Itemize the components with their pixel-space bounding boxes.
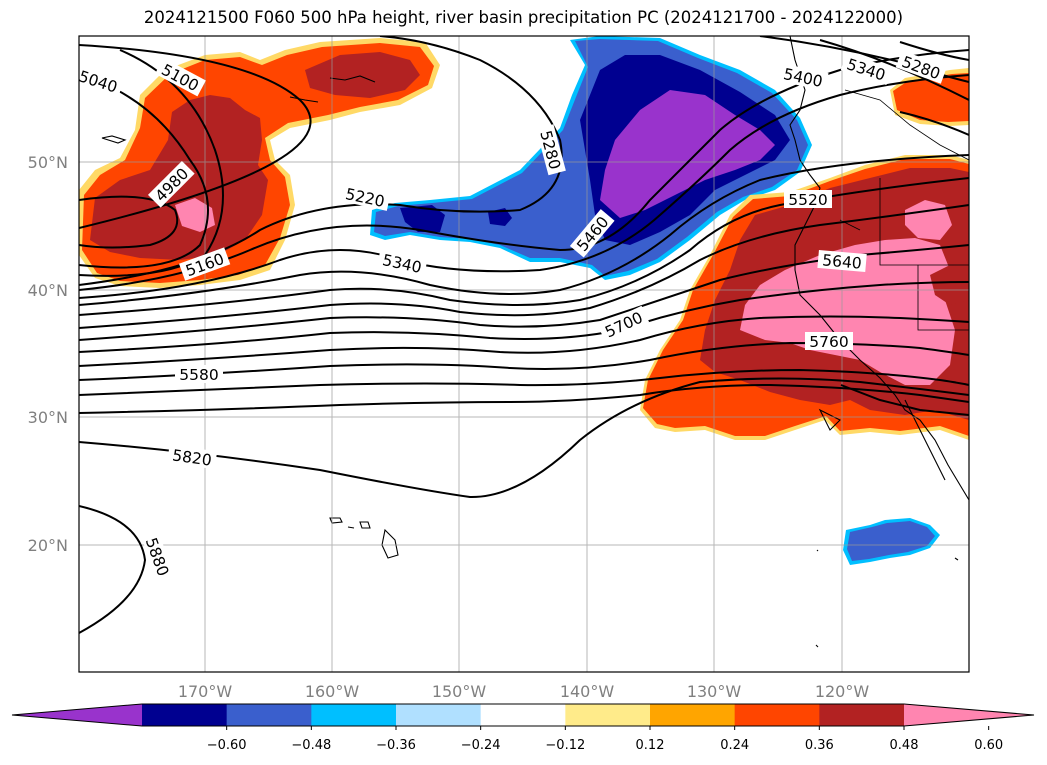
lon-label-140w: 140°W (560, 682, 615, 701)
contour-label-5760: 5760 (809, 333, 848, 351)
colorbar-segment (565, 704, 651, 726)
lon-label-120w: 120°W (815, 682, 870, 701)
contour-label-5640: 5640 (822, 251, 863, 272)
colorbar-tick-label: 0.60 (974, 738, 1003, 753)
map-frame (78, 35, 970, 673)
map-title: 2024121500 F060 500 hPa height, river ba… (143, 8, 904, 27)
lat-label-40n: 40°N (28, 281, 68, 300)
colorbar-tick-label: 0.48 (890, 738, 919, 753)
colorbar-segment (226, 704, 312, 726)
lon-label-150w: 150°W (432, 682, 487, 701)
coastlines (101, 36, 969, 648)
contour-label-5580: 5580 (179, 366, 218, 384)
colorbar-extend-low (12, 704, 142, 726)
positive-anomaly-western-us (640, 155, 969, 440)
lat-label-50n: 50°N (28, 153, 68, 172)
lon-label-130w: 130°W (687, 682, 742, 701)
graticule (79, 36, 969, 672)
map-area: 5040 5100 4980 5160 5220 5280 5340 5400 … (79, 36, 969, 672)
colorbar-tick-label: −0.48 (291, 738, 331, 753)
colorbar-segment (650, 704, 736, 726)
colorbar-tick-label: 0.24 (720, 738, 749, 753)
colorbar-extend-high (904, 704, 1034, 726)
colorbar-tick-label: 0.12 (636, 738, 665, 753)
colorbar-tick-label: −0.24 (461, 738, 501, 753)
colorbar-tick-label: −0.36 (376, 738, 416, 753)
contour-label-5520: 5520 (788, 191, 827, 209)
colorbar-segment (734, 704, 820, 726)
positive-anomaly-north-pacific (79, 38, 969, 288)
contour-labels: 5040 5100 4980 5160 5220 5280 5340 5400 … (79, 50, 947, 583)
lon-label-170w: 170°W (178, 682, 233, 701)
lon-label-160w: 160°W (305, 682, 360, 701)
colorbar-tick-label: 0.36 (805, 738, 834, 753)
colorbar-segment (480, 704, 566, 726)
colorbar-tick-label: −0.60 (207, 738, 247, 753)
contour-label-5820: 5820 (171, 446, 213, 469)
colorbar-outline (11, 703, 1035, 727)
colorbar: −0.60 −0.48 −0.36 −0.24 −0.12 0.12 0.24 0.36 0.4… (11, 703, 1035, 753)
colorbar-segment (142, 704, 228, 726)
lat-label-20n: 20°N (28, 536, 68, 555)
colorbar-segment (819, 704, 905, 726)
latitude-labels: 50°N 40°N 30°N 20°N (28, 153, 68, 555)
lat-label-30n: 30°N (28, 408, 68, 427)
longitude-labels: 170°W 160°W 150°W 140°W 130°W 120°W (178, 682, 870, 701)
colorbar-segment (311, 704, 397, 726)
colorbar-tick-label: −0.12 (545, 738, 585, 753)
colorbar-segment (396, 704, 482, 726)
